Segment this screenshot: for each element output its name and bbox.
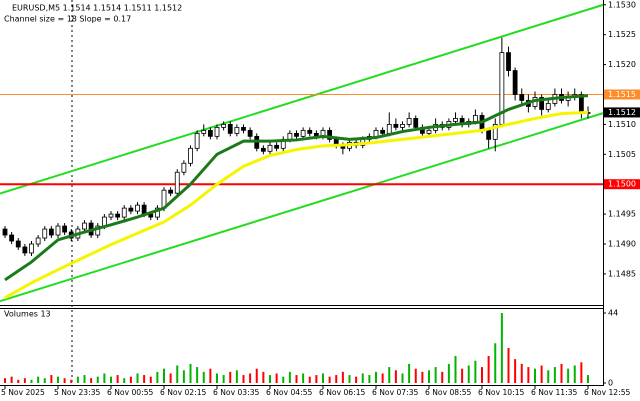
volume-title: Volumes 13 [4, 310, 51, 319]
candle-body [300, 129, 306, 137]
channel-line [0, 3, 604, 195]
candle-body [115, 213, 121, 218]
candle-body [234, 126, 240, 134]
candle-body [42, 228, 48, 239]
candle-body [545, 103, 551, 110]
candle-body [512, 70, 518, 95]
chart-title: EURUSD,M5 1.1514 1.1514 1.1511 1.1512 [12, 4, 182, 13]
candle-body [214, 126, 220, 137]
candle-body [181, 162, 187, 173]
level-tag [604, 89, 640, 100]
x-tick-label: 6 Nov 11:35 [531, 388, 578, 397]
candle-body [201, 129, 207, 134]
candle-body [227, 123, 233, 134]
candle-body [174, 171, 180, 194]
candle-body [101, 216, 107, 227]
candle-body [294, 132, 299, 137]
candle-body [393, 123, 399, 128]
candle-body [400, 123, 405, 128]
y-tick-label: 1.1505 [608, 150, 636, 159]
candle-body [453, 118, 458, 122]
candle-body [141, 204, 147, 215]
x-tick-label: 5 Nov 23:35 [54, 388, 101, 397]
candle-body [62, 225, 68, 233]
chart-subtitle: Channel size = 18 Slope = 0.17 [4, 15, 131, 24]
level-tag [604, 179, 640, 190]
candle-body [121, 207, 127, 218]
candle-body [128, 207, 134, 212]
x-tick-label: 6 Nov 03:35 [213, 388, 260, 397]
candle-body [22, 246, 28, 254]
last-price-label: 1.1512 [608, 108, 636, 117]
y-tick-label: 1.1525 [608, 30, 636, 39]
x-tick-label: 6 Nov 04:55 [266, 388, 313, 397]
volume-panel [4, 313, 589, 383]
candle-body [380, 129, 386, 134]
candle-body [35, 237, 41, 245]
price-panel [0, 3, 604, 303]
x-tick-label: 6 Nov 10:15 [478, 388, 525, 397]
level-tag-label: 1.1515 [608, 90, 636, 99]
candle-body [274, 144, 280, 149]
y-tick-label: 44 [608, 309, 618, 318]
candle-body [9, 234, 15, 242]
y-tick-label: 1.1530 [608, 0, 636, 9]
candle-body [135, 204, 140, 212]
candle-body [373, 129, 379, 137]
x-tick-label: 6 Nov 02:15 [160, 388, 207, 397]
candle-body [82, 222, 87, 230]
y-tick-label: 1.1485 [608, 269, 636, 278]
candle-body [539, 97, 545, 110]
last-price-tag [604, 107, 640, 118]
candle-body [168, 189, 174, 194]
y-tick-label: 0 [608, 379, 613, 388]
x-tick-label: 6 Nov 12:55 [584, 388, 631, 397]
y-tick-label: 1.1520 [608, 60, 636, 69]
candle-body [55, 225, 61, 236]
candle-body [29, 243, 34, 254]
candle-body [221, 123, 227, 128]
y-tick-label: 1.1510 [608, 120, 636, 129]
y-tick-label: 1.1495 [608, 210, 636, 219]
candle-body [386, 123, 392, 134]
candle-body [413, 118, 419, 128]
candle-body [260, 147, 266, 152]
candle-body [188, 147, 193, 164]
candle-body [519, 94, 525, 101]
candle-body [207, 129, 213, 137]
x-tick-label: 6 Nov 08:55 [425, 388, 472, 397]
candle-body [472, 115, 478, 122]
x-tick-label: 6 Nov 06:15 [319, 388, 366, 397]
candle-body [247, 129, 253, 137]
candle-body [307, 129, 313, 134]
candle-body [15, 240, 21, 248]
candle-body [267, 144, 273, 152]
candle-body [108, 213, 114, 218]
candle-body [194, 132, 200, 149]
moving-average [4, 110, 589, 300]
candle-body [287, 132, 293, 140]
moving-average [4, 94, 589, 282]
candle-body [506, 52, 511, 71]
candle-body [426, 129, 432, 134]
candle-body [48, 228, 54, 236]
y-tick-label: 1.1490 [608, 240, 636, 249]
candle-body [492, 123, 498, 140]
candle-body [2, 228, 8, 236]
x-tick-label: 5 Nov 2025 [1, 388, 45, 397]
level-tag-label: 1.1500 [608, 180, 636, 189]
channel-line [0, 112, 604, 303]
candle-body [327, 129, 333, 140]
candle-body [486, 129, 492, 140]
x-tick-label: 6 Nov 00:55 [107, 388, 154, 397]
x-tick-label: 6 Nov 07:35 [372, 388, 419, 397]
candle-body [241, 126, 246, 131]
candle-body [406, 118, 412, 125]
